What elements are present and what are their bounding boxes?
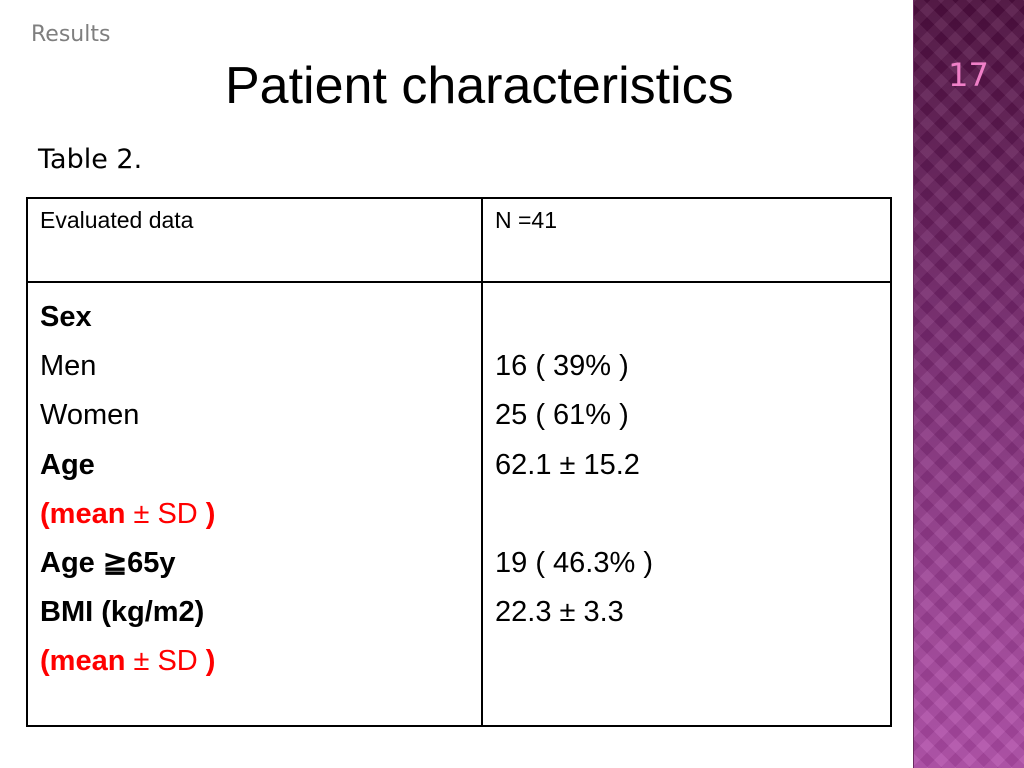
slide-title: Patient characteristics xyxy=(225,57,734,115)
header-n: N =41 xyxy=(481,197,892,283)
label-women: Women xyxy=(40,399,140,432)
age-stat-close: ) xyxy=(197,497,216,530)
label-age: Age xyxy=(40,448,95,481)
slide-number: 17 xyxy=(948,56,989,94)
table-header-row: Evaluated data N =41 xyxy=(26,197,892,283)
patient-characteristics-table: Evaluated data N =41 Sex Men Women Age (… xyxy=(26,197,892,727)
side-decoration-panel xyxy=(913,0,1024,768)
label-men: Men xyxy=(40,350,97,383)
values-cell: 16 ( 39% ) 25 ( 61% ) 62.1 ± 15.2 19 ( 4… xyxy=(481,281,892,727)
bmi-stat-open: (mean xyxy=(40,645,126,678)
age-stat-sd: SD xyxy=(157,497,198,530)
value-spacer xyxy=(495,490,890,539)
header-evaluated-data: Evaluated data xyxy=(26,197,483,283)
value-bmi: 22.3 ± 3.3 xyxy=(495,596,624,629)
value-women: 25 ( 61% ) xyxy=(495,399,629,432)
label-age-stat: (mean ± SD ) xyxy=(40,490,481,539)
table-body-row: Sex Men Women Age (mean ± SD ) Age ≧65y … xyxy=(26,281,892,727)
section-label: Results xyxy=(31,22,111,47)
labels-cell: Sex Men Women Age (mean ± SD ) Age ≧65y … xyxy=(26,281,483,727)
bmi-stat-pm: ± xyxy=(125,645,158,678)
value-men: 16 ( 39% ) xyxy=(495,350,629,383)
age-stat-pm: ± xyxy=(125,497,158,530)
table-caption: Table 2. xyxy=(38,144,143,175)
label-bmi-stat: (mean ± SD ) xyxy=(40,637,481,686)
value-age: 62.1 ± 15.2 xyxy=(495,448,640,481)
age-stat-open: (mean xyxy=(40,497,126,530)
value-age-65: 19 ( 46.3% ) xyxy=(495,546,653,579)
label-bmi: BMI (kg/m2) xyxy=(40,596,205,629)
label-sex: Sex xyxy=(40,301,92,333)
bmi-stat-close: ) xyxy=(197,645,216,678)
value-spacer xyxy=(495,293,890,342)
label-age-65: Age ≧65y xyxy=(40,546,176,579)
bmi-stat-sd: SD xyxy=(157,645,198,678)
